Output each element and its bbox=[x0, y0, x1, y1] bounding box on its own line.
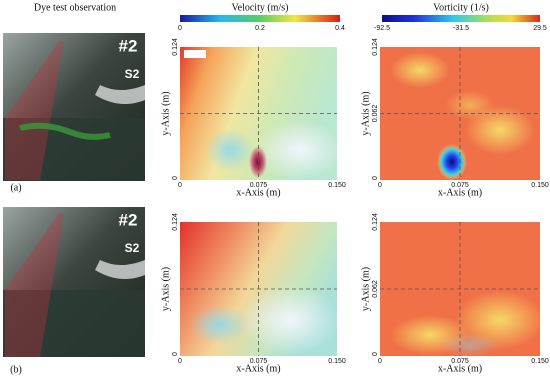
panel-label: (a) bbox=[10, 182, 21, 193]
y-tick-label: 0.124 bbox=[372, 213, 379, 231]
x-tick-label: 0.150 bbox=[328, 358, 346, 365]
x-tick-label: 0.150 bbox=[531, 182, 549, 189]
x-tick-label: 0.150 bbox=[328, 182, 346, 189]
x-tick-label: 0 bbox=[378, 182, 382, 189]
panel-label: (b) bbox=[10, 364, 22, 375]
colorbar-tick-label: -92.5 bbox=[374, 25, 390, 32]
field-vorticity-b bbox=[380, 222, 545, 357]
photo-label: #2 bbox=[119, 36, 138, 55]
x-axis-label: x-Axis (m) bbox=[438, 363, 482, 374]
x-tick-label: 0.075 bbox=[250, 182, 268, 189]
y-tick-label: 0.124 bbox=[172, 38, 179, 56]
y-axis-label: y-Axis (m) bbox=[360, 267, 371, 311]
column-header: Vorticity (1/s) bbox=[433, 2, 489, 13]
colorbar-tick-label: 29.5 bbox=[533, 25, 547, 32]
colorbar-tick-label: 0 bbox=[178, 25, 182, 32]
colorbar-tick-label: 0.4 bbox=[335, 25, 345, 32]
y-tick-label: 0 bbox=[372, 352, 379, 356]
x-axis-label: x-Axis (m) bbox=[438, 187, 482, 198]
x-tick-label: 0.150 bbox=[531, 358, 549, 365]
x-axis-label: x-Axis (m) bbox=[236, 363, 280, 374]
x-axis-label: x-Axis (m) bbox=[236, 187, 280, 198]
y-axis-label: y-Axis (m) bbox=[160, 91, 171, 135]
photo-label: S2 bbox=[125, 67, 140, 81]
x-tick-label: 0.075 bbox=[250, 358, 268, 365]
x-tick-label: 0.075 bbox=[451, 182, 469, 189]
y-axis-label: y-Axis (m) bbox=[160, 267, 171, 311]
y-axis-label: y-Axis (m) bbox=[360, 91, 371, 135]
y-tick-label: 0.062 bbox=[372, 105, 379, 123]
x-tick-label: 0 bbox=[178, 182, 182, 189]
y-tick-label: 0.124 bbox=[372, 38, 379, 56]
photo-b bbox=[3, 207, 145, 357]
x-tick-label: 0 bbox=[178, 358, 182, 365]
photo-a bbox=[3, 33, 145, 181]
x-tick-label: 0 bbox=[378, 358, 382, 365]
x-tick-label: 0.075 bbox=[451, 358, 469, 365]
colorbar-tick-label: -31.5 bbox=[453, 25, 469, 32]
column-header: Dye test observation bbox=[34, 2, 116, 13]
y-tick-label: 0.062 bbox=[372, 280, 379, 298]
photo-label: #2 bbox=[119, 210, 138, 229]
y-tick-label: 0.124 bbox=[172, 213, 179, 231]
column-header: Velocity (m/s) bbox=[232, 2, 289, 13]
y-tick-label: 0 bbox=[172, 176, 179, 180]
colorbar-vorticity bbox=[382, 15, 540, 22]
colorbar-tick-label: 0.2 bbox=[255, 25, 265, 32]
y-tick-label: 0 bbox=[372, 176, 379, 180]
colorbar-velocity bbox=[180, 15, 340, 22]
y-tick-label: 0 bbox=[172, 352, 179, 356]
photo-label: S2 bbox=[125, 241, 140, 255]
